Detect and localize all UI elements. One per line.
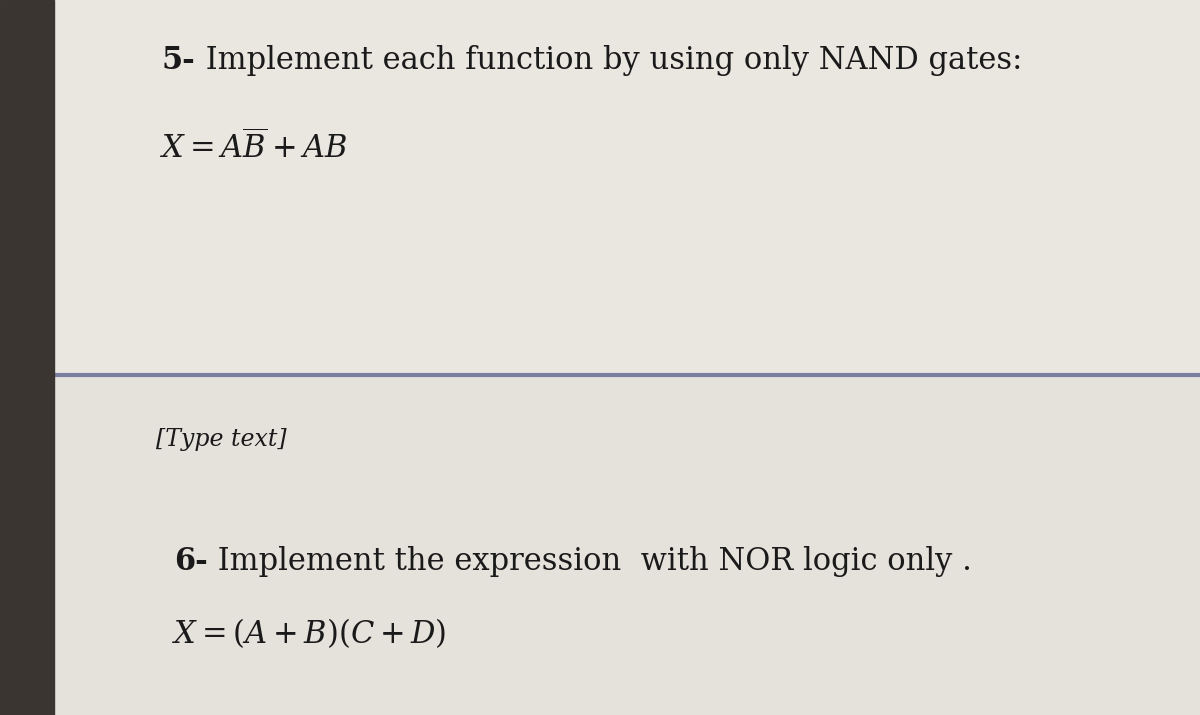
Bar	[0, 375, 1200, 715]
Text: $X = (A + B)(C + D)$: $X = (A + B)(C + D)$	[172, 616, 446, 650]
Bar	[0, 0, 54, 715]
Text: Implement each function by using only NAND gates:: Implement each function by using only NA…	[196, 45, 1022, 77]
Text: Implement the expression  with NOR logic only .: Implement the expression with NOR logic …	[208, 546, 972, 577]
Text: 5-: 5-	[162, 45, 196, 77]
Bar	[0, 0, 1200, 375]
Text: $X = A\overline{B} + AB$: $X = A\overline{B} + AB$	[160, 129, 347, 164]
Text: [Type text]: [Type text]	[156, 428, 287, 451]
Text: 6-: 6-	[174, 546, 208, 577]
